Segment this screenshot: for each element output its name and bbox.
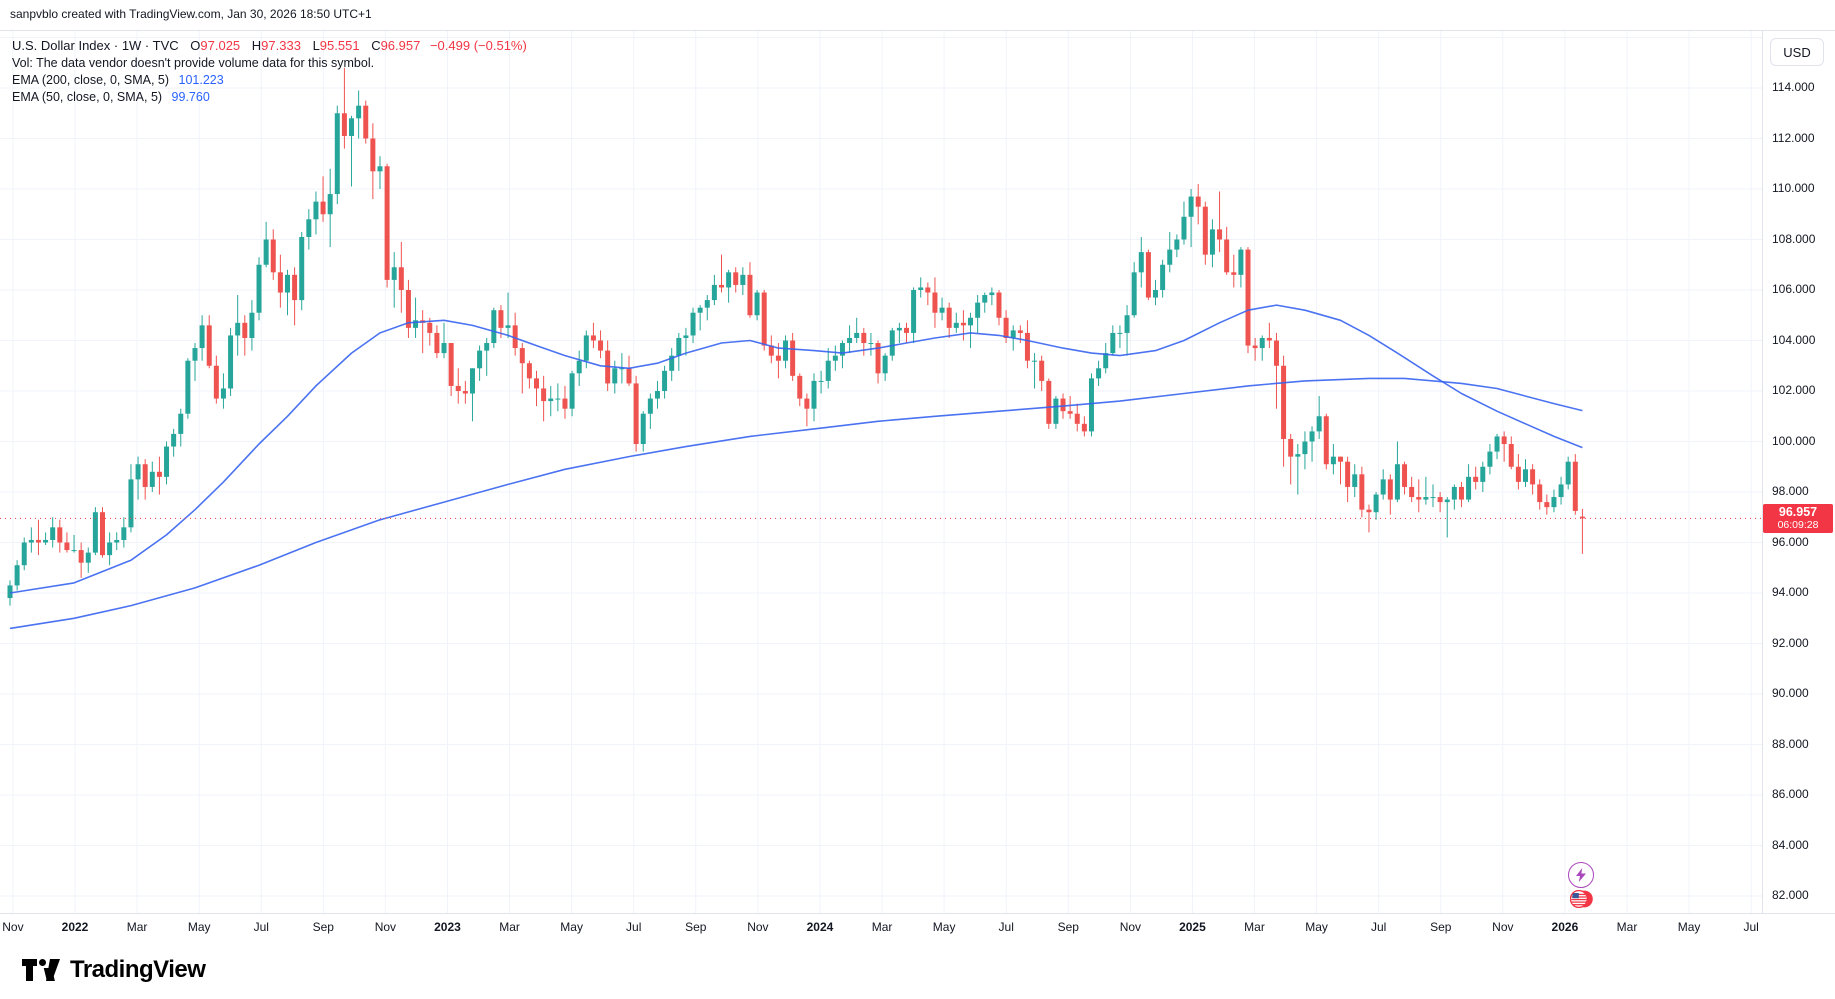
tradingview-logo-link[interactable]: TradingView bbox=[22, 955, 206, 984]
time-tick-label: Sep bbox=[1057, 920, 1079, 934]
price-tick-label: 94.000 bbox=[1772, 585, 1809, 599]
price-tick-label: 88.000 bbox=[1772, 736, 1809, 751]
open-value: 97.025 bbox=[200, 38, 241, 53]
price-axis[interactable]: USD 82.000 84.000 86.000 88.000 90.000 92.000… bbox=[1762, 31, 1835, 941]
high-key: H bbox=[251, 38, 262, 53]
time-tick-label: Nov bbox=[1119, 920, 1142, 934]
price-tick-label: 100.000 bbox=[1772, 433, 1816, 448]
time-tick-label: 2025 bbox=[1179, 920, 1206, 934]
time-tick-label: Sep bbox=[1430, 920, 1452, 934]
price-tick-label: 114.000 bbox=[1772, 80, 1815, 94]
ema200-value: 101.223 bbox=[178, 73, 224, 87]
time-tick-label: 2023 bbox=[434, 920, 461, 934]
volume-notice: Vol: The data vendor doesn't provide vol… bbox=[12, 56, 375, 70]
time-tick-label: 2024 bbox=[806, 920, 834, 934]
lightning-icon bbox=[1576, 868, 1586, 882]
last-price-value: 96.957 bbox=[1778, 504, 1818, 519]
low-key: L bbox=[312, 38, 320, 53]
time-tick-label: May bbox=[1677, 920, 1701, 934]
close-value: 96.957 bbox=[380, 38, 421, 53]
symbol-title: U.S. Dollar Index · 1W · TVC bbox=[12, 38, 179, 53]
time-tick-label: Nov bbox=[2, 920, 24, 934]
ema200-label: EMA (200, close, 0, SMA, 5) bbox=[12, 73, 170, 87]
price-tick-label: 90.000 bbox=[1772, 686, 1809, 700]
time-tick-label: Sep bbox=[685, 920, 707, 934]
chart-legend: U.S. Dollar Index · 1W · TVC O97.025 H97… bbox=[12, 38, 527, 106]
us-flag-icon bbox=[1570, 890, 1593, 908]
price-tick-label: 108.000 bbox=[1772, 231, 1816, 246]
price-tick-label: 110.000 bbox=[1772, 181, 1815, 195]
time-tick-label: May bbox=[932, 920, 956, 934]
time-tick-label: Nov bbox=[747, 920, 769, 934]
tradingview-logo-icon bbox=[22, 958, 60, 981]
chart-pane[interactable]: U.S. Dollar Index · 1W · TVC O97.025 H97… bbox=[0, 31, 1762, 913]
close-key: C bbox=[371, 38, 381, 53]
price-tick-label: 98.000 bbox=[1772, 484, 1809, 498]
usd-events-icon[interactable] bbox=[1570, 887, 1594, 911]
time-tick-label: Jul bbox=[1743, 920, 1759, 934]
price-tick-label: 84.000 bbox=[1772, 837, 1809, 852]
time-tick-label: Jul bbox=[998, 920, 1014, 934]
attribution-text: sanpvblo created with TradingView.com, J… bbox=[10, 7, 372, 21]
time-tick-label: Mar bbox=[871, 920, 893, 934]
last-price-badge: 96.957 06:09:28 bbox=[1763, 503, 1833, 533]
legend-symbol-row[interactable]: U.S. Dollar Index · 1W · TVC O97.025 H97… bbox=[12, 38, 527, 54]
ema50-legend-row[interactable]: EMA (50, close, 0, SMA, 5) 99.760 bbox=[12, 89, 527, 105]
price-tick-label: 102.000 bbox=[1772, 383, 1816, 397]
price-tick-label: 82.000 bbox=[1772, 888, 1809, 902]
economic-event-icon[interactable] bbox=[1568, 862, 1594, 888]
price-tick-label: 112.000 bbox=[1772, 130, 1815, 145]
chart-area: U.S. Dollar Index · 1W · TVC O97.025 H97… bbox=[0, 30, 1835, 942]
time-tick-label: Jul bbox=[626, 920, 642, 934]
price-tick-label: 86.000 bbox=[1772, 787, 1809, 801]
price-tick-label: 92.000 bbox=[1772, 635, 1809, 650]
ema50-value: 99.760 bbox=[171, 90, 210, 104]
time-tick-label: Sep bbox=[312, 920, 334, 934]
low-value: 95.551 bbox=[319, 38, 360, 53]
time-tick-label: Mar bbox=[126, 920, 148, 934]
high-value: 97.333 bbox=[261, 38, 301, 53]
currency-unit-button[interactable]: USD bbox=[1770, 38, 1824, 66]
tradingview-wordmark: TradingView bbox=[70, 955, 206, 983]
open-key: O bbox=[190, 38, 201, 53]
change-value: −0.499 (−0.51%) bbox=[429, 38, 527, 53]
time-tick-label: May bbox=[187, 920, 211, 934]
ema200-legend-row[interactable]: EMA (200, close, 0, SMA, 5) 101.223 bbox=[12, 72, 527, 88]
time-tick-label: Nov bbox=[1492, 920, 1514, 934]
time-tick-label: Nov bbox=[374, 920, 397, 934]
ema50-label: EMA (50, close, 0, SMA, 5) bbox=[12, 90, 163, 104]
time-tick-label: Jul bbox=[1371, 920, 1387, 934]
time-tick-label: Jul bbox=[253, 920, 269, 934]
price-tick-label: 104.000 bbox=[1772, 332, 1816, 347]
chart-canvas[interactable] bbox=[0, 31, 1762, 913]
time-tick-label: 2026 bbox=[1551, 920, 1579, 934]
time-tick-label: 2022 bbox=[61, 920, 89, 934]
time-tick-label: Mar bbox=[1244, 920, 1265, 934]
time-tick-label: Mar bbox=[499, 920, 520, 934]
footer: TradingView bbox=[0, 940, 1835, 999]
bar-countdown: 06:09:28 bbox=[1777, 519, 1819, 532]
time-tick-label: May bbox=[1305, 920, 1328, 934]
time-axis[interactable]: Nov 2022 Mar May Jul Sep Nov 2023 Mar May Jul Sep No… bbox=[0, 913, 1835, 942]
time-tick-label: Mar bbox=[1616, 920, 1638, 934]
price-tick-label: 96.000 bbox=[1772, 534, 1809, 549]
time-tick-label: May bbox=[560, 920, 583, 934]
price-tick-label: 106.000 bbox=[1772, 282, 1816, 296]
